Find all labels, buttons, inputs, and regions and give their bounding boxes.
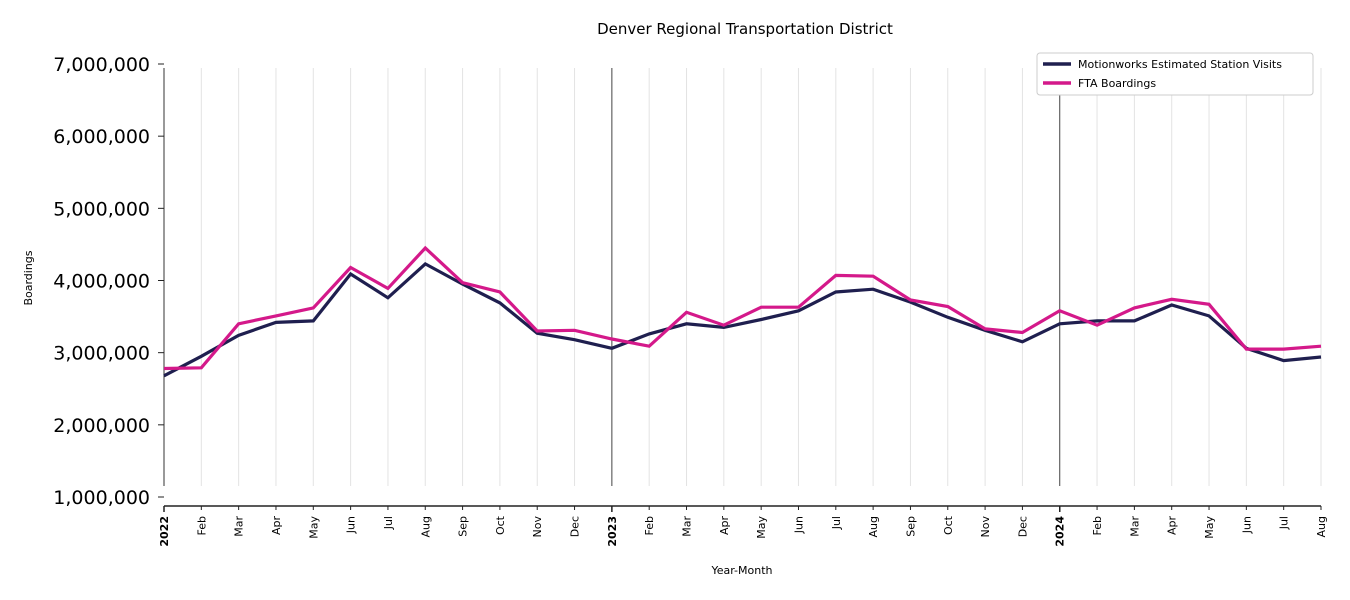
series-lines xyxy=(163,245,1322,378)
y-tick-label: 4,000,000 xyxy=(53,271,150,293)
x-tick-label: Feb xyxy=(643,516,656,535)
x-tick-label: Oct xyxy=(494,515,507,535)
x-tick-label: Jun xyxy=(345,516,358,534)
x-tick-label: May xyxy=(1203,516,1216,539)
y-tick-label: 5,000,000 xyxy=(53,198,150,220)
x-tick-label: Sep xyxy=(904,516,917,537)
y-tick-label: 6,000,000 xyxy=(53,126,150,148)
series-line-fta xyxy=(163,245,1322,371)
x-tick-label: Mar xyxy=(681,516,694,537)
y-tick-label: 7,000,000 xyxy=(53,54,150,76)
legend: Motionworks Estimated Station Visits FTA… xyxy=(1036,52,1314,96)
x-tick-label: 2024 xyxy=(1054,516,1067,547)
x-axis-label: Year-Month xyxy=(710,564,772,577)
x-tick-label: May xyxy=(307,516,320,539)
x-tick-label: Sep xyxy=(457,516,470,537)
series-line-motionworks xyxy=(163,261,1322,378)
x-tick-label: Apr xyxy=(270,516,283,536)
x-tick-label: Dec xyxy=(1016,516,1029,537)
x-tick-label: Mar xyxy=(233,516,246,537)
y-tick-label: 3,000,000 xyxy=(53,343,150,365)
x-tick-label: Oct xyxy=(942,515,955,535)
x-tick-label: Aug xyxy=(1315,516,1328,537)
x-axis-ticks: 2022 Feb Mar Apr May Jun Jul Aug Sep Oct Nov Dec 202… xyxy=(158,506,1328,547)
x-tick-label: Jun xyxy=(792,516,805,534)
x-tick-label: Dec xyxy=(569,516,582,537)
y-tick-label: 1,000,000 xyxy=(53,487,150,509)
x-tick-label: Feb xyxy=(1091,516,1104,535)
chart-title: Denver Regional Transportation District xyxy=(597,20,893,38)
x-tick-label: Apr xyxy=(718,516,731,536)
y-tick-label: 2,000,000 xyxy=(53,415,150,437)
x-tick-label: Aug xyxy=(867,516,880,537)
x-tick-label: May xyxy=(755,516,768,539)
x-tick-label: Jul xyxy=(830,516,843,530)
x-tick-label: Nov xyxy=(531,516,544,538)
x-tick-label: Aug xyxy=(419,516,432,537)
x-tick-label: Feb xyxy=(195,516,208,535)
legend-label-motionworks: Motionworks Estimated Station Visits xyxy=(1078,58,1282,71)
x-tick-label: 2022 xyxy=(158,516,171,547)
year-separators xyxy=(611,68,1061,486)
y-axis-label: Boardings xyxy=(22,250,35,305)
x-tick-label: Nov xyxy=(979,516,992,538)
x-tick-label: Jul xyxy=(1278,516,1291,530)
legend-label-fta: FTA Boardings xyxy=(1078,77,1156,90)
x-tick-label: Jul xyxy=(382,516,395,530)
y-axis-ticks: 1,000,000 2,000,000 3,000,000 4,000,000 5,00… xyxy=(53,54,164,509)
x-tick-label: 2023 xyxy=(606,516,619,547)
x-tick-label: Jun xyxy=(1240,516,1253,534)
x-tick-label: Apr xyxy=(1166,516,1179,536)
legend-box xyxy=(1036,52,1314,96)
x-tick-label: Mar xyxy=(1128,516,1141,537)
